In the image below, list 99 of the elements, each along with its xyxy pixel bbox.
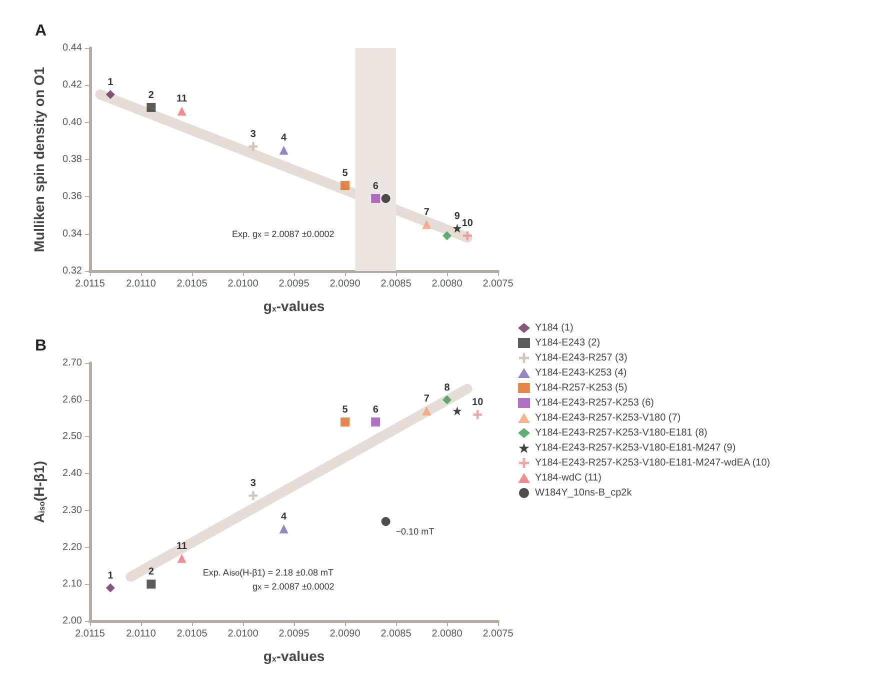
annotation: 4 — [281, 511, 288, 522]
y-tick-label: 2.50 — [62, 431, 82, 442]
y-tick-label: 2.70 — [62, 358, 82, 368]
point — [371, 194, 380, 204]
point — [279, 146, 288, 155]
annotation: 5 — [342, 404, 348, 416]
x-tick-label: 2.0100 — [228, 278, 259, 290]
annotation: 7 — [424, 393, 430, 404]
x-tick-label: 2.0105 — [176, 628, 208, 640]
y-tick-label: 2.20 — [62, 542, 82, 553]
point — [371, 417, 380, 426]
x-tick-label: 2.0100 — [228, 628, 259, 640]
x-tick-label: 2.0080 — [432, 278, 463, 290]
x-tick-label: 2.0085 — [380, 278, 412, 290]
annotation: 8 — [444, 382, 450, 394]
annotation: 10 — [462, 218, 474, 230]
legend-label: Y184-E243-R257-K253-V180 (7) — [535, 412, 681, 424]
annotation: 3 — [250, 478, 256, 490]
annotation: 5 — [342, 168, 348, 180]
y-tick-label: 0.32 — [62, 266, 82, 276]
y-tick-label: 2.40 — [62, 468, 82, 480]
annotation: 4 — [281, 132, 288, 144]
y-tick-label: 2.10 — [62, 578, 82, 590]
x-tick-label: 2.0080 — [432, 628, 463, 640]
point — [381, 194, 390, 204]
point — [452, 406, 462, 416]
annotation: 6 — [372, 404, 379, 416]
legend-label: Y184-E243-K253 (4) — [535, 368, 627, 378]
legend-label: Y184-E243-R257-K253 (6) — [535, 398, 654, 408]
point — [177, 106, 186, 116]
annotation: Exp. gx = 2.0087 ±0.0002 — [232, 228, 334, 239]
y-tick-label: 2.60 — [62, 394, 82, 406]
legend-label: Y184-E243-R257 (3) — [535, 352, 628, 364]
point — [442, 395, 452, 404]
point — [106, 90, 115, 99]
y-axis-title: Aiso(H-β1) — [31, 460, 47, 524]
point — [442, 231, 452, 240]
annotation: Exp. Aiso(H-β1) = 2.18 ±0.08 mT — [202, 567, 334, 578]
x-tick-label: 2.0105 — [176, 278, 208, 290]
point — [340, 181, 350, 190]
x-tick-label: 2.0075 — [482, 628, 514, 640]
y-tick-label: 0.34 — [62, 228, 82, 240]
chart-title: B — [35, 338, 47, 354]
point — [177, 554, 186, 563]
x-tick-label: 2.0115 — [75, 628, 106, 640]
point — [248, 491, 258, 500]
x-tick-label: 2.0095 — [278, 628, 310, 640]
x-tick-label: 2.0085 — [380, 628, 412, 640]
chart-title: A — [35, 22, 47, 40]
legend-label: Y184-E243-R257-K253-V180-E181-M247 (9) — [535, 442, 736, 454]
y-tick-label: 0.40 — [62, 116, 82, 128]
point — [146, 580, 156, 589]
legend-label: Y184 (1) — [535, 322, 574, 334]
point — [422, 406, 432, 416]
legend-label: Y184-wdC (11) — [535, 472, 602, 484]
point — [381, 516, 390, 526]
annotation: 7 — [424, 207, 430, 218]
point — [452, 224, 462, 233]
point — [473, 410, 482, 420]
y-tick-label: 0.44 — [62, 42, 82, 54]
annotation: 9 — [454, 210, 460, 222]
y-tick-label: 0.38 — [62, 154, 82, 165]
annotation: 2 — [148, 90, 154, 101]
annotation: gx = 2.0087 ±0.0002 — [252, 581, 334, 592]
x-tick-label: 2.0110 — [126, 628, 156, 640]
y-tick-label: 0.36 — [62, 191, 82, 202]
y-axis-title: Mulliken spin density on O1 — [31, 66, 47, 252]
annotation: 10 — [472, 397, 484, 408]
legend-label: Y184-E243-R257-K253-V180-E181 (8) — [535, 428, 708, 438]
legend-label: Y184-E243-R257-K253-V180-E181-M247-wdEA (10) — [535, 458, 770, 468]
x-axis-title: gx-values — [263, 298, 325, 314]
annotation: 1 — [108, 76, 114, 88]
annotation: 1 — [108, 570, 114, 582]
point — [146, 102, 156, 112]
x-tick-label: 2.0110 — [126, 278, 156, 290]
x-axis-title: gx-values — [263, 648, 325, 664]
point — [279, 524, 288, 534]
x-tick-label: 2.0090 — [330, 628, 361, 640]
annotation: ~0.10 mT — [396, 526, 435, 536]
point — [248, 142, 258, 151]
point — [340, 417, 350, 426]
x-tick-label: 2.0090 — [330, 278, 361, 290]
legend-label: Y184-R257-K253 (5) — [535, 382, 628, 394]
x-tick-label: 2.0095 — [278, 278, 310, 290]
annotation: 2 — [148, 566, 154, 578]
legend-label: W184Y_10ns-B_cp2k — [535, 488, 633, 498]
y-tick-label: 2.00 — [62, 616, 82, 626]
annotation: 6 — [372, 181, 379, 192]
point — [462, 231, 472, 240]
x-tick-label: 2.0075 — [482, 278, 514, 290]
y-tick-label: 2.30 — [62, 504, 82, 516]
point — [422, 220, 432, 230]
legend-label: Y184-E243 (2) — [535, 338, 600, 348]
annotation: 3 — [250, 128, 256, 140]
annotation: 11 — [176, 94, 188, 105]
x-tick-label: 2.0115 — [75, 278, 106, 290]
y-tick-label: 0.42 — [62, 80, 82, 91]
annotation: 11 — [176, 540, 188, 552]
point — [106, 583, 115, 592]
